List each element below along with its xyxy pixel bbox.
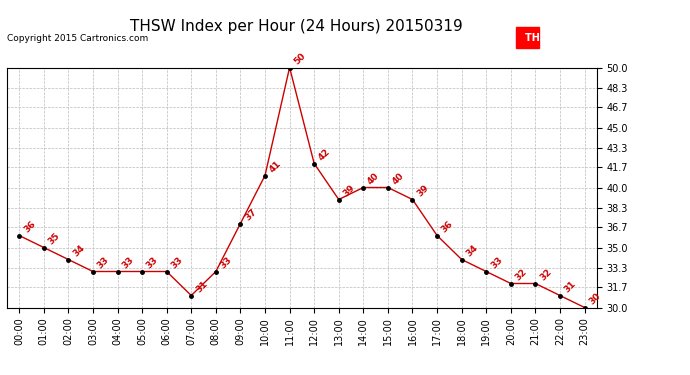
Text: 36: 36 bbox=[440, 219, 455, 235]
Text: THSW  (°F): THSW (°F) bbox=[526, 33, 585, 42]
Text: 41: 41 bbox=[268, 159, 283, 175]
Text: 33: 33 bbox=[170, 255, 185, 271]
Text: 36: 36 bbox=[22, 219, 37, 235]
Text: THSW Index per Hour (24 Hours) 20150319: THSW Index per Hour (24 Hours) 20150319 bbox=[130, 19, 463, 34]
Text: 40: 40 bbox=[366, 171, 382, 187]
Text: 32: 32 bbox=[538, 267, 553, 283]
Text: Copyright 2015 Cartronics.com: Copyright 2015 Cartronics.com bbox=[7, 34, 148, 43]
Text: 33: 33 bbox=[120, 255, 135, 271]
Bar bbox=[515, 27, 539, 48]
Text: 37: 37 bbox=[243, 207, 259, 223]
Text: 33: 33 bbox=[145, 255, 160, 271]
Text: 50: 50 bbox=[293, 52, 308, 67]
Text: 39: 39 bbox=[415, 183, 431, 199]
Text: 31: 31 bbox=[194, 279, 209, 295]
Text: 33: 33 bbox=[489, 255, 504, 271]
Text: 34: 34 bbox=[464, 243, 480, 259]
Text: 33: 33 bbox=[96, 255, 111, 271]
Text: 32: 32 bbox=[513, 267, 529, 283]
Text: 34: 34 bbox=[71, 243, 86, 259]
Text: 39: 39 bbox=[342, 183, 357, 199]
Text: 31: 31 bbox=[563, 279, 578, 295]
Text: 33: 33 bbox=[219, 255, 234, 271]
Text: 30: 30 bbox=[587, 292, 602, 307]
Text: 40: 40 bbox=[391, 171, 406, 187]
Text: 35: 35 bbox=[46, 231, 61, 247]
Text: 42: 42 bbox=[317, 147, 332, 163]
